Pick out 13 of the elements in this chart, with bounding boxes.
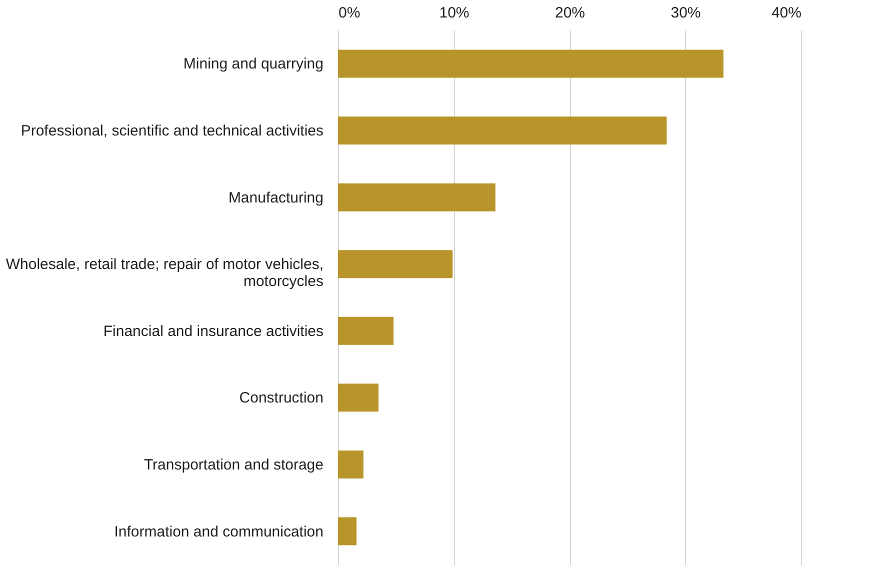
y-tick-label: Financial and insurance activities: [103, 322, 324, 340]
y-tick-label: Professional, scientific and technical activities: [20, 122, 324, 140]
y-tick-label: Wholesale, retail trade; repair of motor vehicles, motorcycles: [6, 256, 324, 290]
x-tick-label: 0%: [338, 4, 360, 22]
y-tick-label: Manufacturing: [228, 189, 324, 206]
x-tick-label: 40%: [771, 4, 802, 22]
x-tick-label: 20%: [554, 4, 586, 22]
x-tick-label: 10%: [439, 4, 470, 22]
x-tick-label: 30%: [670, 4, 701, 22]
y-tick-label: Mining and quarrying: [183, 56, 324, 73]
y-tick-label: Information and communication: [114, 523, 324, 540]
y-tick-label: Construction: [239, 390, 324, 407]
y-tick-label: Transportation and storage: [144, 456, 324, 474]
